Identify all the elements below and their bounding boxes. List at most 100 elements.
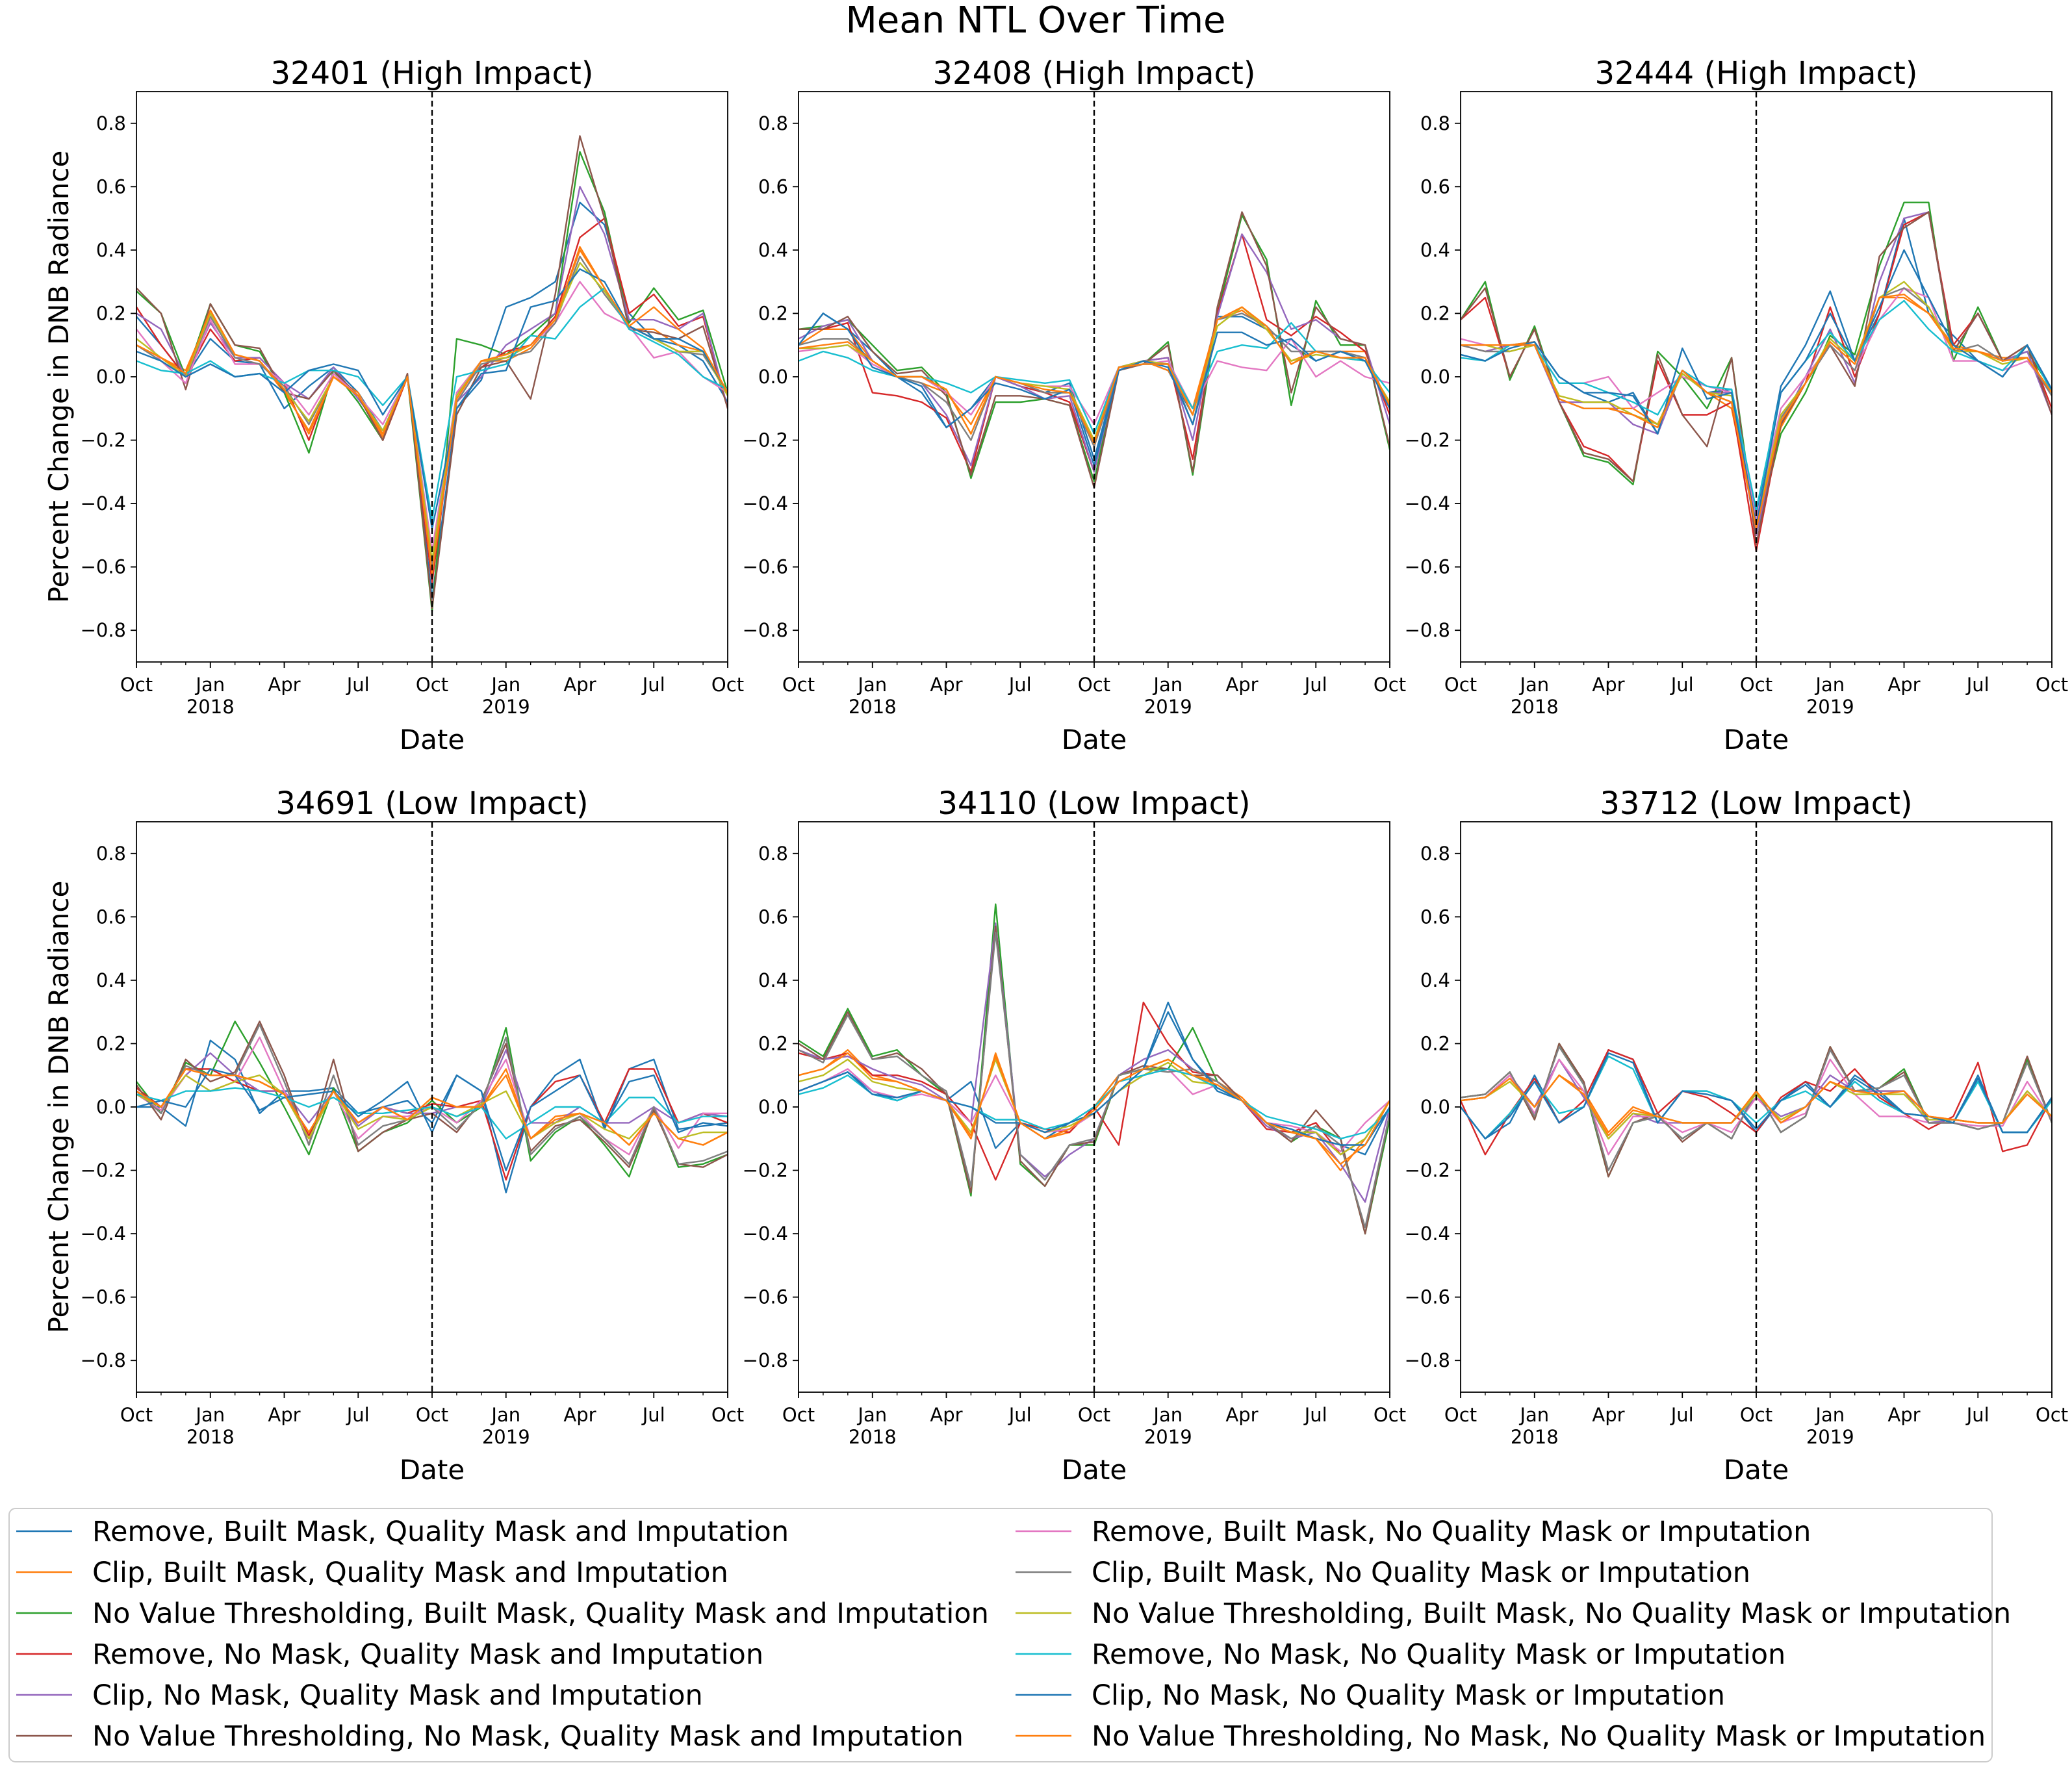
subplot-title: 32401 (High Impact) — [271, 55, 594, 92]
figure-title: Mean NTL Over Time — [845, 0, 1225, 42]
y-tick-label: 0.6 — [1420, 906, 1450, 928]
x-tick-label: Jan — [1518, 1404, 1549, 1426]
y-tick-label: −0.2 — [743, 1160, 788, 1182]
legend-entry-11: Clip, No Mask, No Quality Mask or Imputa… — [1092, 1679, 1725, 1712]
y-tick-label: −0.4 — [81, 1223, 126, 1245]
y-tick-label: 0.8 — [1420, 843, 1450, 865]
x-tick-label: Jan — [1518, 674, 1549, 696]
x-tick-year: 2018 — [1511, 1426, 1559, 1448]
y-axis-label: Percent Change in DNB Radiance — [43, 881, 75, 1334]
y-tick-label: 0.8 — [96, 112, 126, 134]
legend-entry-10: Remove, No Mask, No Quality Mask or Impu… — [1092, 1638, 1785, 1671]
x-tick-label: Apr — [563, 674, 596, 696]
x-tick-label: Apr — [930, 674, 962, 696]
y-tick-label: 0.4 — [96, 239, 126, 261]
subplot-grid: 32401 (High Impact) −0.8 −0.6 −0.4 −0.2 0.0 0.… — [43, 55, 2068, 1486]
series-line-12 — [799, 1052, 1390, 1165]
x-tick-year: 2019 — [482, 1426, 530, 1448]
y-tick-label: 0.2 — [96, 302, 126, 324]
y-tick-label: −0.8 — [1405, 619, 1450, 641]
x-tick-label: Jul — [346, 1404, 370, 1426]
x-tick-label: Jul — [1008, 1404, 1032, 1426]
legend-entry-3: No Value Thresholding, Built Mask, Quali… — [92, 1597, 989, 1630]
x-tick-label: Jan — [1152, 1404, 1183, 1426]
y-tick-label: 0.8 — [758, 843, 788, 865]
legend-entry-6: No Value Thresholding, No Mask, Quality … — [92, 1720, 964, 1753]
y-tick-label: 0.2 — [1420, 302, 1450, 324]
x-axis-label: Date — [1724, 724, 1789, 756]
y-tick-label: 0.2 — [758, 1032, 788, 1054]
x-tick-label: Apr — [1887, 1404, 1920, 1426]
x-tick-label: Apr — [1225, 1404, 1258, 1426]
y-tick-label: 0.6 — [1420, 175, 1450, 197]
x-tick-label: Jul — [1008, 674, 1032, 696]
x-tick-label: Oct — [416, 1404, 448, 1426]
subplot-title: 33712 (Low Impact) — [1600, 785, 1912, 822]
x-tick-label: Oct — [711, 1404, 744, 1426]
legend-entry-4: Remove, No Mask, Quality Mask and Imputa… — [92, 1638, 763, 1671]
y-tick-label: 0.2 — [1420, 1032, 1450, 1054]
x-tick-label: Apr — [563, 1404, 596, 1426]
x-tick-year: 2019 — [1806, 696, 1854, 718]
y-tick-label: −0.8 — [81, 1349, 126, 1371]
y-tick-label: 0.8 — [1420, 112, 1450, 134]
x-tick-label: Apr — [1887, 674, 1920, 696]
x-tick-label: Apr — [1592, 1404, 1624, 1426]
x-tick-label: Oct — [2036, 1404, 2068, 1426]
y-tick-label: −0.4 — [81, 492, 126, 515]
x-tick-label: Jan — [856, 674, 887, 696]
series-line-11 — [1461, 1052, 2052, 1140]
subplot-4: 34691 (Low Impact) −0.8 −0.6 −0.4 −0.2 0.0 0.2… — [43, 785, 744, 1486]
y-tick-label: 0.2 — [758, 302, 788, 324]
x-tick-label: Jul — [1303, 674, 1327, 696]
y-tick-label: 0.8 — [758, 112, 788, 134]
x-tick-label: Jul — [346, 674, 370, 696]
x-axis-label: Date — [1062, 1454, 1127, 1486]
x-tick-year: 2018 — [849, 696, 897, 718]
x-tick-label: Oct — [1374, 674, 1406, 696]
x-tick-label: Oct — [1740, 674, 1772, 696]
legend-entry-8: Clip, Built Mask, No Quality Mask or Imp… — [1092, 1557, 1750, 1589]
x-tick-label: Jan — [1814, 1404, 1845, 1426]
y-tick-label: −0.6 — [743, 556, 788, 578]
x-tick-year: 2019 — [1144, 1426, 1192, 1448]
x-tick-year: 2018 — [849, 1426, 897, 1448]
legend-entry-7: Remove, Built Mask, No Quality Mask or I… — [1092, 1516, 1811, 1548]
y-tick-label: −0.4 — [743, 492, 788, 515]
x-axis-label: Date — [1062, 724, 1127, 756]
legend-entry-5: Clip, No Mask, Quality Mask and Imputati… — [92, 1679, 703, 1712]
x-tick-label: Jan — [1152, 674, 1183, 696]
x-tick-label: Apr — [268, 674, 300, 696]
x-tick-label: Apr — [1225, 674, 1258, 696]
y-tick-label: 0.2 — [96, 1032, 126, 1054]
legend: Remove, Built Mask, Quality Mask and Imp… — [8, 1508, 2011, 1762]
y-tick-label: −0.6 — [81, 1286, 126, 1308]
y-tick-label: −0.4 — [1405, 492, 1450, 515]
x-tick-label: Apr — [268, 1404, 300, 1426]
series-line-12 — [799, 306, 1390, 444]
y-tick-label: 0.6 — [96, 175, 126, 197]
subplot-1: 32401 (High Impact) −0.8 −0.6 −0.4 −0.2 0.0 0.… — [43, 55, 744, 756]
x-tick-year: 2018 — [1511, 696, 1559, 718]
subplot-title: 34110 (Low Impact) — [938, 785, 1250, 822]
y-tick-label: 0.8 — [96, 843, 126, 865]
y-tick-label: −0.6 — [743, 1286, 788, 1308]
y-tick-label: 0.6 — [758, 175, 788, 197]
x-tick-label: Oct — [2036, 674, 2068, 696]
subplot-6: 33712 (Low Impact) −0.8 −0.6 −0.4 −0.2 0.0 0.2… — [1405, 785, 2069, 1486]
y-tick-label: 0.6 — [96, 906, 126, 928]
x-tick-label: Jan — [194, 1404, 225, 1426]
x-tick-year: 2019 — [482, 696, 530, 718]
y-tick-label: −0.2 — [81, 1160, 126, 1182]
x-tick-year: 2018 — [186, 1426, 235, 1448]
y-tick-label: 0.4 — [96, 969, 126, 991]
subplot-title: 34691 (Low Impact) — [275, 785, 588, 822]
y-tick-label: 0.4 — [758, 969, 788, 991]
y-tick-label: 0.0 — [1420, 1096, 1450, 1118]
x-tick-label: Apr — [930, 1404, 962, 1426]
y-tick-label: −0.2 — [81, 429, 126, 451]
x-tick-label: Jan — [490, 674, 520, 696]
x-tick-label: Jul — [641, 1404, 665, 1426]
y-tick-label: 0.4 — [1420, 969, 1450, 991]
